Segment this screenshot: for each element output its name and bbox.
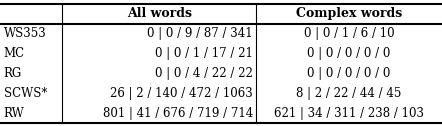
Text: 801 | 41 / 676 / 719 / 714: 801 | 41 / 676 / 719 / 714 [103,107,253,120]
Text: SCWS*: SCWS* [4,87,47,100]
Text: 26 | 2 / 140 / 472 / 1063: 26 | 2 / 140 / 472 / 1063 [110,87,253,100]
Text: 0 | 0 / 1 / 6 / 10: 0 | 0 / 1 / 6 / 10 [304,27,395,40]
Text: RW: RW [4,107,24,120]
Text: 0 | 0 / 9 / 87 / 341: 0 | 0 / 9 / 87 / 341 [147,27,253,40]
Text: RG: RG [4,67,22,80]
Text: All words: All words [126,7,192,20]
Text: 0 | 0 / 0 / 0 / 0: 0 | 0 / 0 / 0 / 0 [308,47,391,60]
Text: MC: MC [4,47,25,60]
Text: Complex words: Complex words [296,7,402,20]
Text: 0 | 0 / 1 / 17 / 21: 0 | 0 / 1 / 17 / 21 [155,47,253,60]
Text: 0 | 0 / 4 / 22 / 22: 0 | 0 / 4 / 22 / 22 [155,67,253,80]
Text: 0 | 0 / 0 / 0 / 0: 0 | 0 / 0 / 0 / 0 [308,67,391,80]
Text: 8 | 2 / 22 / 44 / 45: 8 | 2 / 22 / 44 / 45 [297,87,402,100]
Text: WS353: WS353 [4,27,46,40]
Text: 621 | 34 / 311 / 238 / 103: 621 | 34 / 311 / 238 / 103 [274,107,424,120]
